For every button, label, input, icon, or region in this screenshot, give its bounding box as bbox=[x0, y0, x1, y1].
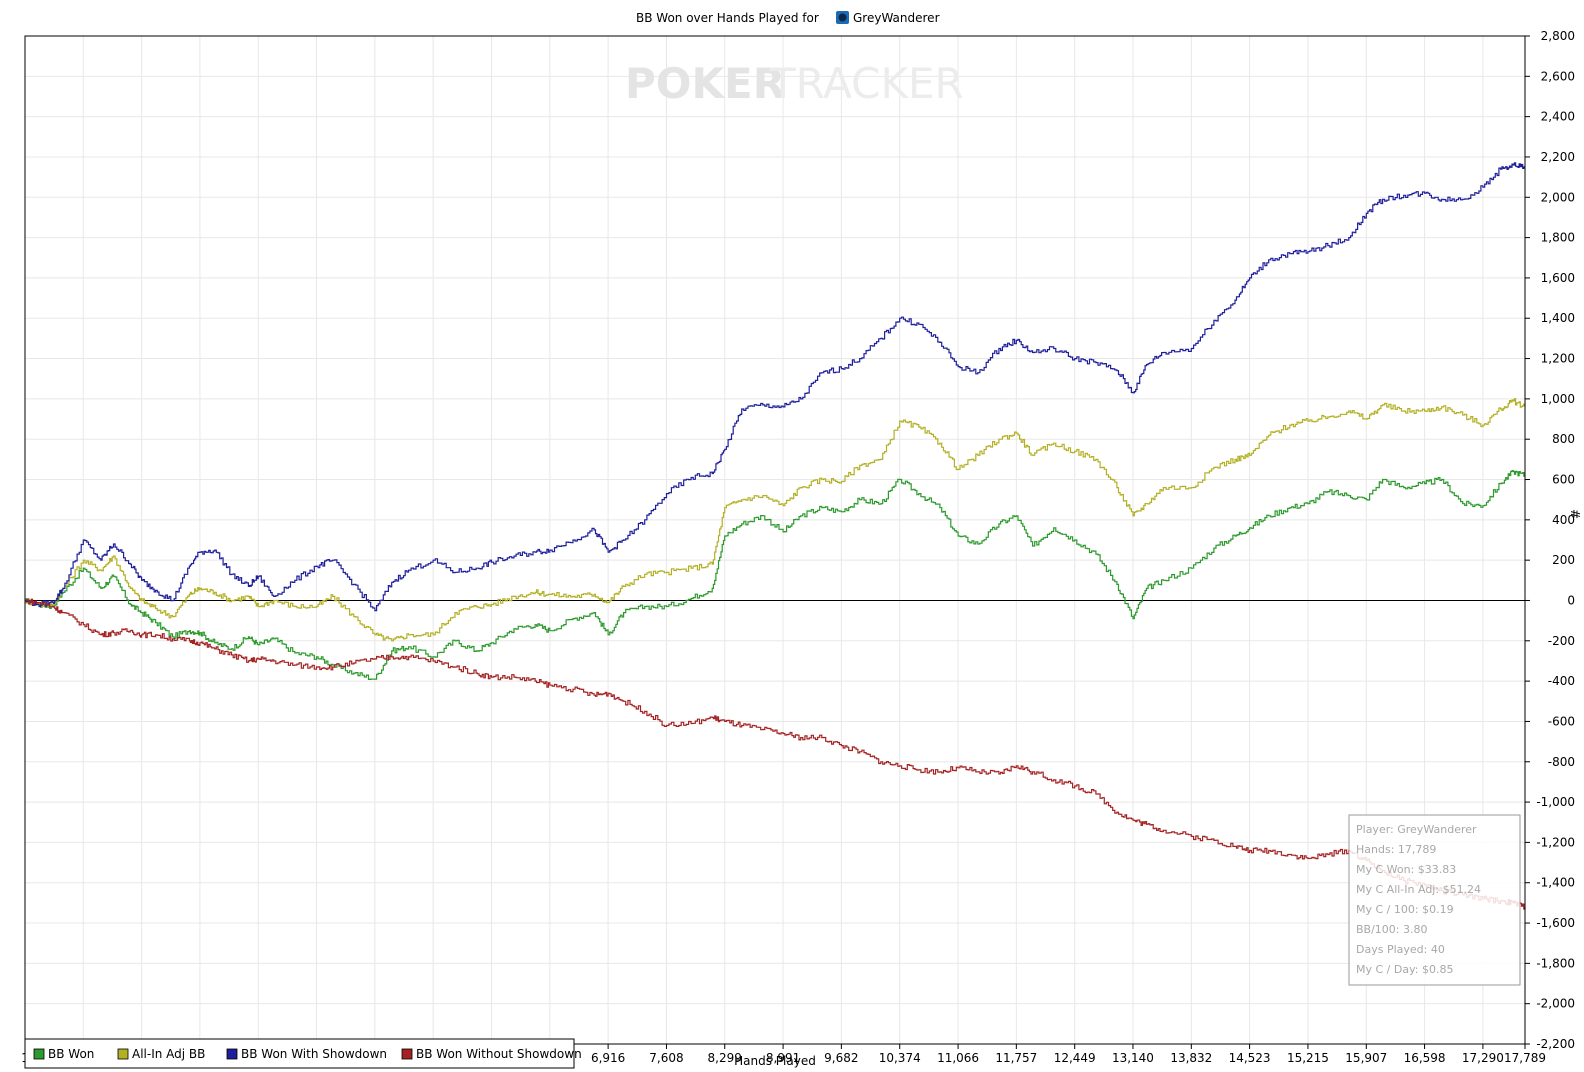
x-tick-label: 9,682 bbox=[824, 1051, 858, 1065]
x-tick-label: 8,299 bbox=[708, 1051, 742, 1065]
series-line-all-in-adj-bb bbox=[25, 398, 1526, 642]
y-tick-label: 600 bbox=[1552, 473, 1575, 487]
plot-area-border bbox=[24, 35, 1526, 1045]
y-tick-label: -200 bbox=[1548, 634, 1575, 648]
y-tick-label: 2,800 bbox=[1541, 29, 1575, 43]
y-tick-label: -1,000 bbox=[1536, 795, 1575, 809]
x-tick-label: 13,140 bbox=[1112, 1051, 1154, 1065]
y-axis-title: # bbox=[1568, 509, 1582, 519]
y-tick-label: -800 bbox=[1548, 755, 1575, 769]
x-tick-label: 15,907 bbox=[1345, 1051, 1387, 1065]
y-tick-label: 1,000 bbox=[1541, 392, 1575, 406]
y-tick-label: 1,800 bbox=[1541, 231, 1575, 245]
x-tick-label: 14,523 bbox=[1229, 1051, 1271, 1065]
tooltip-line: BB/100: 3.80 bbox=[1356, 923, 1428, 936]
series-lines bbox=[25, 162, 1526, 910]
legend-item: BB Won Without Showdown bbox=[401, 1047, 582, 1061]
y-tick-label: -2,200 bbox=[1536, 1037, 1575, 1051]
x-tick-label: 11,757 bbox=[995, 1051, 1037, 1065]
legend-swatch bbox=[117, 1048, 129, 1060]
x-tick-label: 17,290 bbox=[1462, 1051, 1504, 1065]
y-tick-label: 2,000 bbox=[1541, 190, 1575, 204]
legend-item: BB Won With Showdown bbox=[226, 1047, 387, 1061]
y-tick-label: -1,800 bbox=[1536, 956, 1575, 970]
x-tick-label: 12,449 bbox=[1054, 1051, 1096, 1065]
tooltip-line: My C / Day: $0.85 bbox=[1356, 963, 1454, 976]
y-tick-label: -1,600 bbox=[1536, 916, 1575, 930]
legend-swatch bbox=[226, 1048, 238, 1060]
y-tick-label: 2,200 bbox=[1541, 150, 1575, 164]
x-tick-label: 13,832 bbox=[1170, 1051, 1212, 1065]
x-tick-label: 15,215 bbox=[1287, 1051, 1329, 1065]
y-tick-label: -400 bbox=[1548, 674, 1575, 688]
x-tick-label: 6,916 bbox=[591, 1051, 625, 1065]
y-tick-label: 2,400 bbox=[1541, 110, 1575, 124]
tooltip-line: My C Won: $33.83 bbox=[1356, 863, 1456, 876]
tooltip-line: Days Played: 40 bbox=[1356, 943, 1445, 956]
chart-title-text: BB Won over Hands Played for bbox=[636, 11, 819, 25]
x-tick-label: 7,608 bbox=[649, 1051, 683, 1065]
y-tick-label: -1,400 bbox=[1536, 876, 1575, 890]
tooltip-line: Player: GreyWanderer bbox=[1356, 823, 1477, 836]
watermark-logo-bold: POKER bbox=[625, 59, 785, 108]
legend-item: All-In Adj BB bbox=[117, 1047, 205, 1061]
y-tick-label: 1,600 bbox=[1541, 271, 1575, 285]
series-line-bb-won bbox=[25, 470, 1526, 680]
series-line-bb-won-with-showdown bbox=[25, 162, 1525, 612]
y-axis: 2,800 2,600 2,400 2,200 2,000 1,800 1,600 1,400… bbox=[1525, 29, 1575, 1051]
legend-item: BB Won bbox=[33, 1047, 94, 1061]
y-tick-label: -2,000 bbox=[1536, 997, 1575, 1011]
y-tick-label: 400 bbox=[1552, 513, 1575, 527]
y-tick-label: 0 bbox=[1567, 593, 1575, 607]
legend-box bbox=[24, 1038, 575, 1069]
y-tick-label: 800 bbox=[1552, 432, 1575, 446]
watermark-logo-light: TRACKER bbox=[769, 59, 964, 108]
x-tick-label: 8,991 bbox=[766, 1051, 800, 1065]
tooltip-line: My C All-In Adj: $51.24 bbox=[1356, 883, 1481, 896]
x-tick-label: 11,066 bbox=[937, 1051, 979, 1065]
legend-swatch bbox=[33, 1048, 45, 1060]
series-line-bb-won-without-showdown bbox=[25, 598, 1526, 910]
x-tick-label: 17,789 bbox=[1504, 1051, 1546, 1065]
tooltip-line: Hands: 17,789 bbox=[1356, 843, 1436, 856]
tooltip-line: My C / 100: $0.19 bbox=[1356, 903, 1454, 916]
y-tick-label: 1,200 bbox=[1541, 352, 1575, 366]
legend-label: BB Won Without Showdown bbox=[416, 1047, 582, 1061]
player-name: GreyWanderer bbox=[853, 11, 940, 25]
x-axis-title: Hands Played bbox=[734, 1054, 816, 1068]
tooltip: Player: GreyWanderer Hands: 17,789 My C Wo… bbox=[1348, 814, 1521, 986]
tooltip-box bbox=[1348, 814, 1521, 986]
x-tick-label: 16,598 bbox=[1404, 1051, 1446, 1065]
y-tick-label: -1,200 bbox=[1536, 835, 1575, 849]
legend-label: BB Won bbox=[48, 1047, 94, 1061]
legend-label: All-In Adj BB bbox=[132, 1047, 205, 1061]
y-tick-label: 2,600 bbox=[1541, 69, 1575, 83]
y-tick-label: 1,400 bbox=[1541, 311, 1575, 325]
x-tick-label: 10,374 bbox=[879, 1051, 921, 1065]
legend-swatch bbox=[401, 1048, 413, 1060]
player-icon bbox=[836, 11, 849, 24]
y-tick-label: 200 bbox=[1552, 553, 1575, 567]
y-tick-label: -600 bbox=[1548, 714, 1575, 728]
grid bbox=[24, 35, 1526, 1045]
legend: BB Won All-In Adj BB BB Won With Showdown B… bbox=[24, 1038, 582, 1069]
legend-label: BB Won With Showdown bbox=[241, 1047, 387, 1061]
chart-title: BB Won over Hands Played for GreyWandere… bbox=[636, 11, 940, 25]
